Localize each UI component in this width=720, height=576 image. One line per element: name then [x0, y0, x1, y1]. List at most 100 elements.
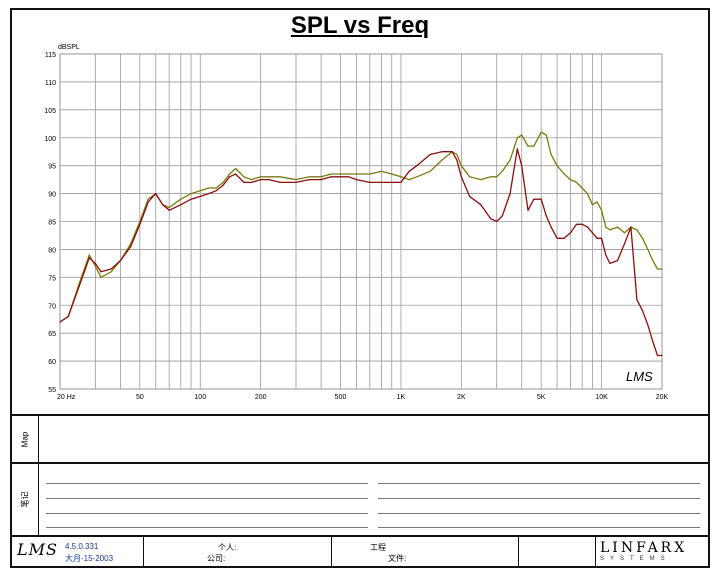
series-2-point	[308, 179, 310, 181]
series-1-point	[460, 165, 462, 167]
divider	[38, 416, 39, 535]
y-tick-label: 55	[48, 387, 56, 394]
series-1-point	[180, 198, 182, 200]
series-1-point	[339, 173, 342, 175]
y-tick-label: 95	[48, 164, 56, 171]
person-label: 个人:	[218, 543, 237, 552]
series-2-point	[601, 237, 603, 239]
series-1-point	[130, 243, 132, 245]
series-2-point	[391, 181, 393, 183]
series-2-point	[190, 198, 192, 200]
series-2-point	[441, 151, 443, 153]
series-2-point	[215, 190, 217, 192]
series-2-point	[575, 223, 578, 225]
notes-panel-label: 笔记	[20, 491, 30, 508]
series-2-point	[656, 354, 659, 357]
series-2-point	[380, 181, 383, 183]
series-2-point	[521, 165, 523, 167]
series-line-1	[59, 131, 662, 323]
series-1-point	[591, 204, 594, 206]
series-2-point	[636, 299, 638, 301]
series-1-point	[533, 145, 535, 147]
series-2-point	[348, 176, 350, 178]
series-2-point	[556, 237, 558, 239]
series-1-point	[380, 170, 383, 172]
divider	[595, 537, 596, 566]
series-1-point	[661, 268, 663, 270]
x-tick-label: 5K	[537, 394, 546, 401]
series-2-point	[130, 246, 132, 248]
series-2-point	[369, 181, 371, 183]
series-1-point	[652, 260, 654, 262]
series-1-point	[260, 176, 262, 178]
series-2-point	[661, 354, 663, 357]
divider	[518, 537, 519, 566]
series-2-point	[429, 153, 431, 156]
series-1-point	[540, 131, 542, 133]
project-label: 工程	[370, 543, 386, 552]
series-1-point	[408, 179, 410, 181]
series-2-point	[480, 204, 482, 206]
series-2-point	[509, 193, 511, 195]
date-text: 大月-15-2003	[65, 554, 114, 563]
divider	[10, 414, 710, 416]
lms-watermark: LMS	[626, 369, 653, 384]
series-2-point	[469, 195, 471, 197]
series-2-point	[162, 204, 164, 206]
x-tick-label: 100	[194, 394, 206, 401]
series-2-point	[647, 324, 649, 326]
divider	[143, 537, 144, 566]
chart-grid	[59, 53, 663, 390]
y-tick-label: 110	[45, 80, 56, 87]
version-text: 4.5.0.331	[65, 542, 99, 551]
series-1-point	[416, 176, 418, 178]
series-1-point	[556, 165, 558, 167]
series-1-point	[501, 170, 503, 172]
linfarx-logo: LINFARX	[600, 540, 688, 556]
series-2-point	[630, 226, 632, 228]
series-2-point	[295, 181, 297, 183]
series-2-point	[460, 176, 462, 178]
divider	[10, 535, 710, 537]
x-tick-label: 200	[255, 394, 267, 401]
series-2-point	[260, 179, 262, 181]
series-1-point	[527, 145, 529, 147]
series-1-point	[490, 176, 492, 178]
series-1-point	[456, 153, 458, 156]
series-2-point	[563, 237, 565, 239]
series-1-point	[586, 193, 589, 195]
y-tick-label: 100	[44, 136, 56, 143]
series-2-point	[400, 181, 402, 183]
series-2-point	[605, 254, 607, 256]
series-1-point	[642, 237, 644, 239]
series-1-point	[147, 198, 149, 200]
company-label: 公司:	[207, 554, 226, 563]
series-2-point	[456, 159, 458, 161]
series-1-point	[509, 159, 511, 161]
y-tick-label: 65	[48, 331, 56, 338]
series-2-point	[496, 220, 498, 223]
series-2-point	[78, 285, 80, 287]
series-2-point	[330, 176, 332, 178]
series-2-point	[67, 315, 69, 317]
series-2-point	[94, 262, 96, 264]
series-line-2	[59, 148, 662, 357]
series-1-point	[355, 173, 357, 175]
series-1-point	[550, 153, 552, 156]
series-1-point	[100, 276, 102, 278]
series-1-point	[521, 134, 523, 136]
chart-title: SPL vs Freq	[290, 12, 430, 39]
note-line	[46, 498, 368, 499]
series-1-point	[429, 170, 431, 172]
series-2-point	[155, 193, 157, 195]
series-2-point	[527, 209, 529, 211]
series-2-point	[490, 218, 492, 220]
series-1-point	[609, 229, 611, 231]
series-1-point	[575, 181, 578, 183]
series-2-point	[642, 310, 644, 312]
linfarx-logo-subtitle: SYSTEMS	[600, 556, 671, 562]
series-2-point	[355, 179, 357, 181]
series-2-point	[208, 193, 210, 195]
series-1-point	[569, 179, 572, 181]
map-panel-label: Map	[20, 431, 30, 447]
